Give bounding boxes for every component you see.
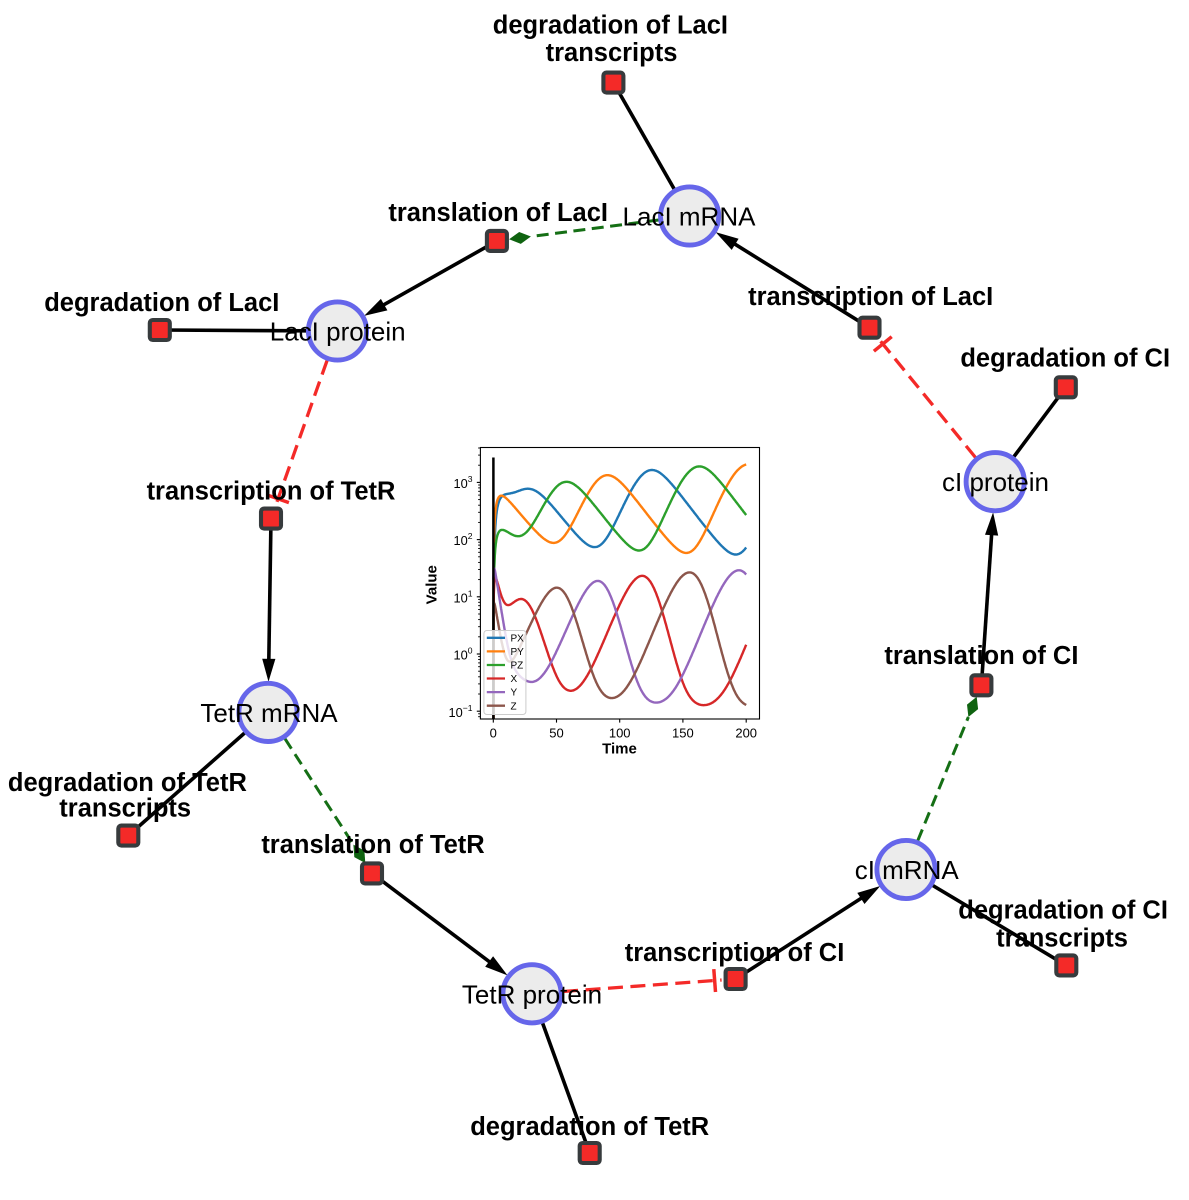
svg-text:X: X (511, 674, 518, 685)
svg-text:cI mRNA: cI mRNA (855, 855, 960, 885)
svg-text:degradation of CI: degradation of CI (958, 897, 1168, 925)
svg-text:150: 150 (672, 725, 694, 740)
svg-text:PY: PY (511, 647, 525, 658)
svg-text:translation of CI: translation of CI (884, 642, 1078, 670)
svg-text:LacI mRNA: LacI mRNA (623, 202, 757, 232)
svg-text:transcription of TetR: transcription of TetR (147, 477, 396, 505)
svg-text:transcription of CI: transcription of CI (625, 939, 845, 967)
svg-text:translation of TetR: translation of TetR (261, 831, 484, 859)
svg-text:Z: Z (511, 701, 517, 712)
svg-text:degradation of LacI: degradation of LacI (493, 12, 728, 40)
svg-text:translation of LacI: translation of LacI (388, 199, 608, 227)
svg-text:LacI protein: LacI protein (270, 317, 406, 347)
svg-text:transcripts: transcripts (546, 39, 678, 67)
svg-text:100: 100 (609, 725, 631, 740)
svg-text:transcripts: transcripts (996, 925, 1128, 953)
svg-text:degradation of LacI: degradation of LacI (44, 289, 279, 317)
svg-text:transcription of LacI: transcription of LacI (748, 283, 993, 311)
svg-text:50: 50 (549, 725, 563, 740)
svg-text:PX: PX (511, 633, 525, 644)
svg-text:200: 200 (735, 725, 757, 740)
svg-text:degradation of TetR: degradation of TetR (470, 1113, 709, 1141)
svg-text:PZ: PZ (511, 661, 524, 672)
svg-text:cI protein: cI protein (942, 467, 1049, 497)
svg-text:0: 0 (490, 725, 497, 740)
svg-text:Value: Value (423, 565, 440, 604)
svg-text:Time: Time (602, 740, 637, 757)
svg-text:transcripts: transcripts (59, 795, 191, 823)
svg-text:degradation of TetR: degradation of TetR (8, 769, 247, 797)
svg-text:degradation of CI: degradation of CI (960, 345, 1170, 373)
svg-text:TetR protein: TetR protein (462, 979, 602, 1009)
svg-text:TetR mRNA: TetR mRNA (200, 698, 338, 728)
svg-text:Y: Y (511, 688, 518, 699)
